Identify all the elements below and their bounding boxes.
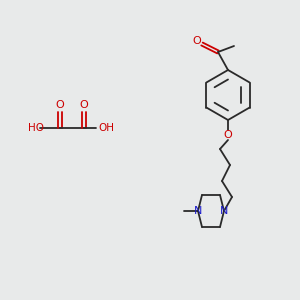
Text: N: N — [220, 206, 228, 216]
Text: N: N — [194, 206, 202, 216]
Text: HO: HO — [28, 123, 44, 133]
Text: O: O — [224, 130, 232, 140]
Text: O: O — [193, 36, 201, 46]
Text: O: O — [56, 100, 64, 110]
Text: O: O — [80, 100, 88, 110]
Text: OH: OH — [98, 123, 114, 133]
